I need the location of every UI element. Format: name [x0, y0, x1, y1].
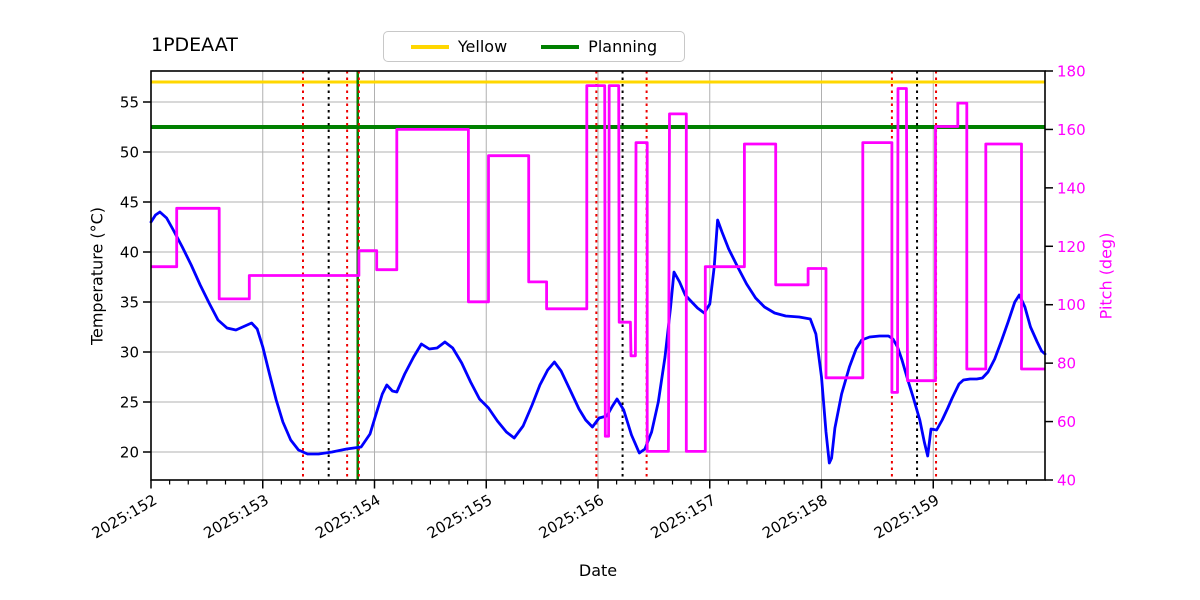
right-tick-label: 140 — [1057, 179, 1086, 197]
right-tick-label: 160 — [1057, 121, 1086, 139]
x-tick-label: 2025:158 — [759, 491, 830, 543]
left-tick-label: 55 — [120, 94, 139, 112]
limit-lines — [151, 80, 1045, 129]
y-axis-label-left: Temperature (°C) — [87, 206, 107, 346]
grid — [150, 71, 1045, 480]
temperature-series — [149, 210, 1047, 465]
yellow-line-icon — [410, 44, 449, 49]
x-axis-label: Date — [578, 561, 618, 580]
left-tick-label: 30 — [120, 344, 139, 362]
planning-line-icon — [541, 44, 580, 49]
left-tick-label: 45 — [120, 194, 139, 212]
right-tick-label: 60 — [1057, 413, 1076, 431]
x-tick-label: 2025:155 — [424, 491, 495, 543]
right-tick-label: 180 — [1057, 63, 1086, 81]
y-axis-label-right: Pitch (deg) — [1096, 232, 1116, 320]
legend-label-planning: Planning — [588, 37, 658, 56]
x-tick-label: 2025:152 — [89, 491, 160, 543]
legend-label-yellow: Yellow — [457, 37, 508, 56]
legend-item-planning: Planning — [541, 37, 657, 56]
pitch-series — [151, 84, 1045, 453]
right-tick-label: 40 — [1057, 472, 1076, 490]
left-tick-label: 20 — [120, 444, 139, 462]
right-tick-label: 100 — [1057, 296, 1086, 314]
left-tick-label: 25 — [120, 394, 139, 412]
left-tick-label: 35 — [120, 294, 139, 312]
pitch-line — [151, 84, 1045, 453]
legend: Yellow Planning — [383, 31, 685, 62]
right-tick-label: 80 — [1057, 355, 1076, 373]
x-tick-label: 2025:159 — [871, 491, 942, 543]
left-tick-label: 50 — [120, 144, 139, 162]
page-title: 1PDEAAT — [151, 34, 238, 56]
left-tick-label: 40 — [120, 244, 139, 262]
x-tick-label: 2025:153 — [201, 491, 272, 543]
temperature-line — [149, 210, 1047, 465]
right-tick-label: 120 — [1057, 238, 1086, 256]
legend-item-yellow: Yellow — [410, 37, 508, 56]
x-tick-label: 2025:154 — [312, 491, 383, 543]
x-tick-label: 2025:157 — [648, 491, 719, 543]
x-tick-label: 2025:156 — [536, 491, 607, 543]
